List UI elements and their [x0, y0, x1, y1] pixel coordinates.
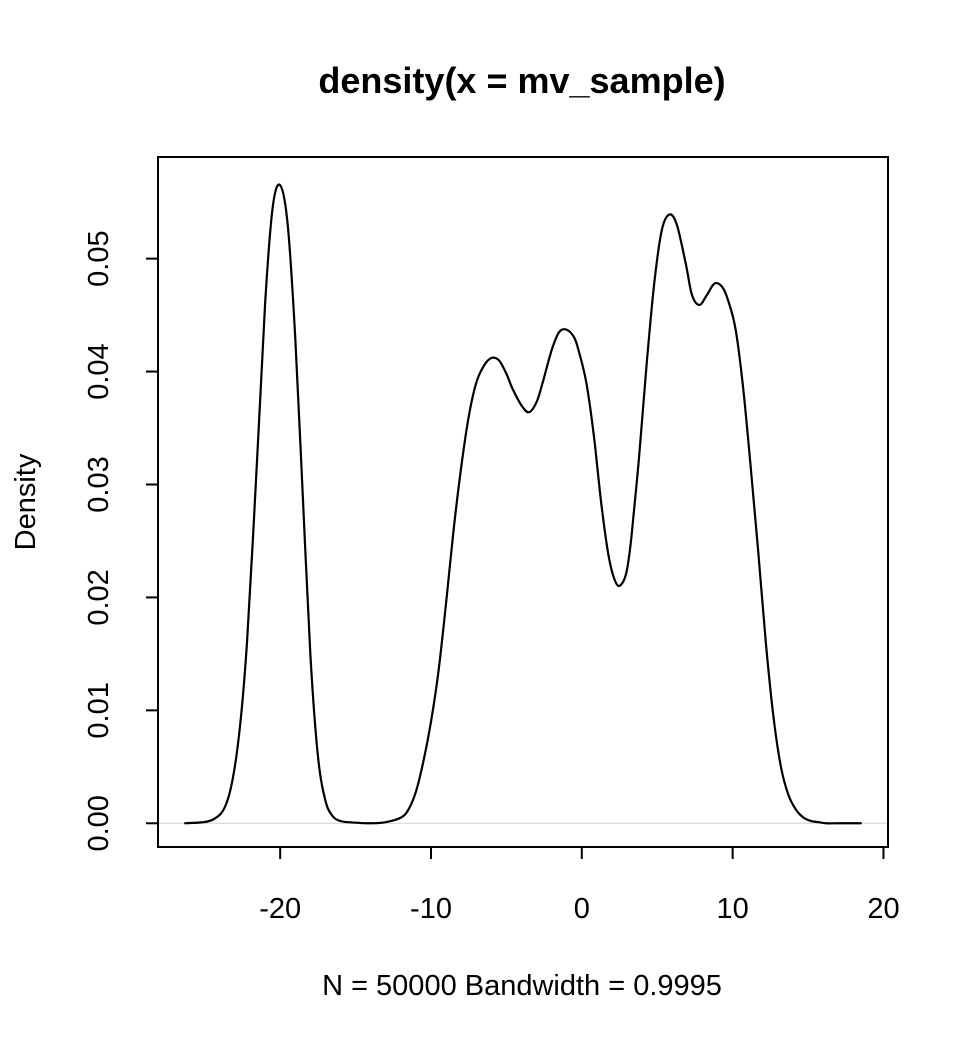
y-tick-label: 0.00 — [83, 795, 115, 851]
x-axis: -20 -10 0 10 20 — [259, 846, 900, 925]
x-axis-label: N = 50000 Bandwidth = 0.9995 — [322, 970, 722, 1002]
x-tick-label: 0 — [574, 893, 590, 925]
x-tick-label: -10 — [410, 893, 452, 925]
x-tick-label: 20 — [867, 893, 899, 925]
y-axis: 0.00 0.01 0.02 0.03 0.04 0.05 — [83, 230, 159, 852]
y-tick-label: 0.03 — [83, 456, 115, 512]
density-curve — [184, 183, 862, 825]
x-tick-label: -20 — [259, 893, 301, 925]
y-tick-label: 0.04 — [83, 343, 115, 399]
y-tick-label: 0.05 — [83, 230, 115, 286]
chart-title: density(x = mv_sample) — [318, 60, 725, 101]
y-tick-label: 0.02 — [83, 569, 115, 625]
x-tick-label: 10 — [717, 893, 749, 925]
y-tick-label: 0.01 — [83, 682, 115, 738]
y-axis-label: Density — [10, 453, 42, 550]
